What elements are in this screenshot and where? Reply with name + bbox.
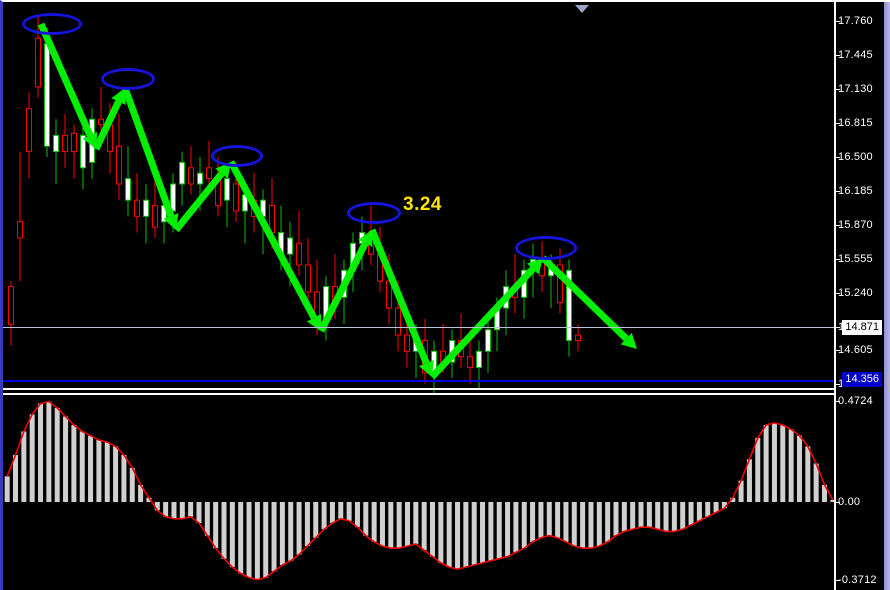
bid-price-flag: 14.356	[842, 372, 882, 387]
pivot-ellipse-marker	[515, 236, 577, 260]
bid-price-line	[3, 380, 890, 382]
price-chart-panel[interactable]	[3, 2, 837, 395]
macd-tick-label: 0.4724	[836, 395, 873, 407]
macd-tick-label: 0.00	[835, 496, 861, 508]
price-tick-label: 16.500	[836, 151, 873, 163]
price-tick-label: 15.555	[836, 253, 873, 265]
price-tick-label: 17.445	[836, 49, 873, 61]
measure-label: 3.24	[403, 194, 442, 215]
price-tick-label: 17.760	[836, 15, 873, 27]
price-tick-label: 15.240	[836, 287, 873, 299]
pivot-ellipse-marker	[211, 145, 263, 167]
price-tick-label: 14.605	[836, 344, 873, 356]
price-tick-label: 16.815	[836, 117, 873, 129]
panel-separator-top	[3, 388, 890, 390]
macd-indicator-panel[interactable]	[3, 396, 837, 590]
current-price-line	[3, 327, 837, 328]
panel-separator-bottom	[3, 393, 890, 395]
macd-tick-label: -0.3712	[836, 574, 877, 586]
price-tick-label: 16.185	[836, 185, 873, 197]
zigzag-overlay	[37, 22, 637, 380]
price-tick-label: 15.870	[836, 219, 873, 231]
current-price-flag: 14.871	[842, 320, 882, 335]
scale-edge-gradient	[884, 2, 890, 590]
macd-series	[4, 400, 836, 581]
pivot-ellipse-marker	[347, 202, 401, 224]
price-scale[interactable]: 17.760 17.445 17.130 16.815 16.500 16.185 15.8…	[834, 2, 890, 590]
price-tick-label: 17.130	[836, 83, 873, 95]
pivot-ellipse-marker	[22, 13, 82, 35]
pivot-ellipse-marker	[101, 68, 155, 90]
crosshair-marker	[575, 5, 589, 13]
